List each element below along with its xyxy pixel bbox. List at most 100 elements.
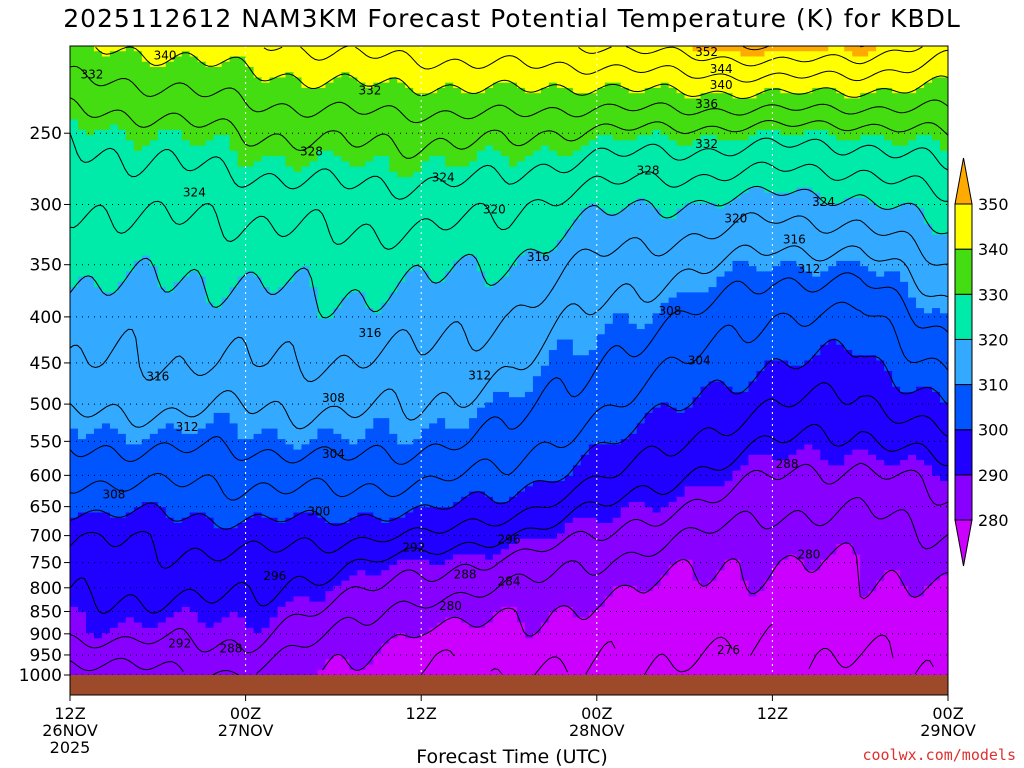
field-cell: [668, 46, 678, 89]
field-cell: [229, 46, 239, 58]
field-cell: [445, 46, 454, 84]
colorbar-label: 350: [978, 195, 1009, 214]
field-cell: [788, 192, 797, 262]
field-cell: [221, 617, 231, 675]
field-cell: [844, 98, 853, 141]
field-cell: [796, 93, 805, 136]
field-cell: [157, 428, 167, 508]
field-cell: [277, 156, 287, 288]
field-cell: [85, 633, 95, 675]
field-cell: [676, 559, 686, 675]
field-cell: [796, 559, 805, 675]
field-cell: [445, 507, 454, 561]
field-cell: [189, 46, 199, 58]
field-cell: [868, 51, 877, 94]
colorbar-segment: [954, 248, 973, 295]
field-cell: [253, 433, 263, 514]
field-cell: [940, 402, 948, 482]
field-cell: [357, 669, 366, 675]
field-cell: [157, 287, 167, 430]
field-cell: [461, 93, 470, 168]
field-cell: [940, 77, 948, 152]
field-cell: [429, 281, 438, 424]
field-cell: [676, 145, 686, 210]
x-tick-label: 12Z: [406, 704, 437, 723]
field-cell: [836, 465, 845, 545]
field-cell: [692, 580, 702, 675]
field-cell: [692, 46, 702, 52]
field-cell: [149, 627, 159, 675]
field-cell: [149, 266, 159, 435]
field-cell: [469, 627, 478, 675]
field-cell: [133, 622, 143, 675]
field-cell: [660, 218, 670, 304]
field-cell: [173, 56, 183, 131]
field-cell: [493, 554, 502, 613]
isentrope-336: [70, 65, 948, 124]
field-cell: [676, 208, 686, 293]
field-cell: [572, 218, 582, 356]
field-cell: [493, 150, 502, 283]
field-cell: [509, 82, 518, 168]
field-cell: [796, 46, 805, 52]
field-cell: [101, 512, 111, 634]
field-cell: [796, 187, 805, 267]
field-cell: [556, 533, 566, 608]
field-cell: [70, 46, 79, 120]
field-cell: [756, 271, 766, 372]
colorbar-segment: [954, 338, 973, 386]
field-cell: [652, 87, 662, 131]
field-cell: [141, 61, 151, 147]
field-cell: [197, 428, 207, 514]
field-cell: [916, 208, 925, 309]
field-cell: [509, 397, 518, 498]
field-cell: [532, 93, 542, 152]
field-cell: [772, 46, 781, 52]
field-cell: [788, 554, 797, 675]
field-cell: [301, 596, 311, 675]
field-cell: [900, 281, 909, 393]
field-cell: [101, 56, 111, 131]
field-cell: [93, 428, 103, 514]
field-cell: [365, 512, 374, 577]
field-cell: [636, 135, 646, 199]
field-cell: [70, 517, 79, 608]
contour-label: 344: [710, 62, 733, 76]
field-cell: [437, 46, 446, 89]
field-cell: [652, 313, 662, 409]
field-cell: [485, 402, 494, 498]
field-cell: [588, 517, 598, 613]
field-cell: [70, 606, 79, 675]
field-cell: [325, 46, 334, 84]
field-cell: [532, 633, 542, 675]
field-cell: [580, 355, 590, 456]
field-cell: [564, 156, 574, 231]
colorbar-segment: [954, 474, 973, 521]
contour-label: 340: [154, 49, 177, 63]
field-cell: [516, 491, 526, 540]
field-cell: [540, 255, 550, 367]
field-cell: [596, 135, 606, 210]
field-cell: [924, 135, 933, 225]
field-cell: [676, 292, 686, 414]
field-cell: [708, 486, 718, 582]
colorbar-segment: [954, 203, 973, 250]
field-cell: [860, 46, 869, 58]
field-cell: [588, 444, 598, 519]
field-cell: [700, 51, 710, 94]
field-cell: [700, 93, 710, 136]
field-cell: [876, 87, 885, 136]
contour-label: 324: [812, 195, 835, 209]
field-cell: [604, 46, 614, 84]
field-cell: [892, 465, 901, 571]
field-cell: [109, 292, 119, 430]
field-cell: [804, 271, 813, 362]
field-cell: [596, 87, 606, 136]
field-cell: [93, 51, 103, 131]
field-cell: [445, 428, 454, 508]
field-cell: [732, 391, 742, 472]
field-cell: [772, 266, 781, 362]
field-cell: [724, 481, 734, 561]
colorbar-segment: [954, 384, 973, 431]
